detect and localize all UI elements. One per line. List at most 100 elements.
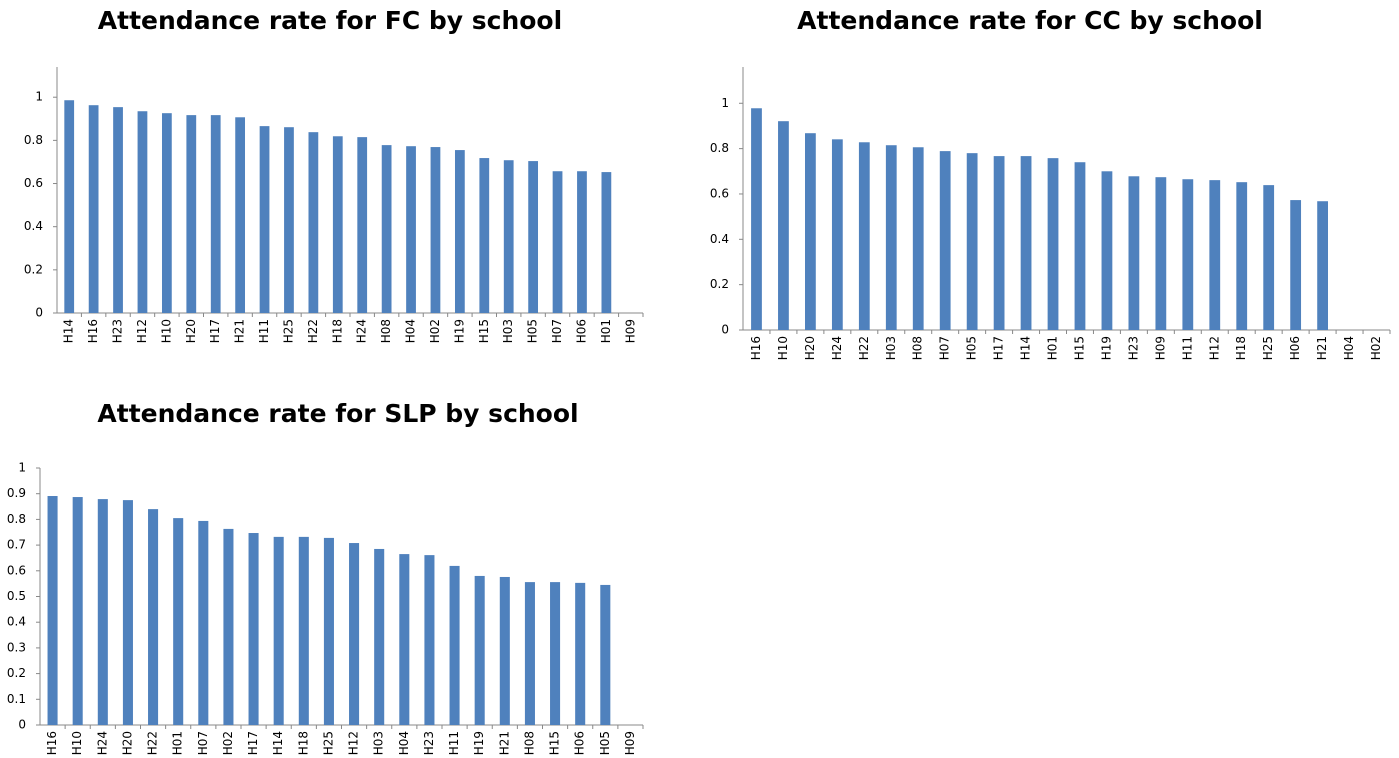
y-tick-label: 0.8 [710,141,729,155]
x-tick-label: H17 [208,319,222,343]
y-tick-label: 0.6 [7,563,26,577]
x-tick-label: H04 [1342,336,1356,360]
x-tick-label: H09 [1153,336,1167,360]
y-tick-label: 0.8 [24,133,43,147]
y-tick-label: 1 [35,90,43,104]
bar [939,151,951,330]
x-tick-label: H02 [221,731,235,755]
x-tick-label: H17 [992,336,1006,360]
x-tick-label: H09 [623,319,637,343]
bar [210,115,221,313]
y-tick-label: 0.6 [24,176,43,190]
x-tick-label: H03 [884,336,898,360]
x-tick-label: H22 [857,336,871,360]
x-tick-label: H24 [830,336,844,360]
x-tick-label: H08 [379,319,393,343]
bar [601,172,612,313]
bar [137,111,148,313]
x-tick-label: H11 [257,319,271,343]
x-tick-label: H24 [95,731,109,755]
bar [72,497,83,725]
y-tick-label: 0.7 [7,538,26,552]
bar [406,146,416,313]
bar [1317,201,1328,330]
x-tick-label: H12 [347,731,361,755]
bar [499,576,510,725]
y-tick-label: 0 [721,323,729,337]
x-tick-label: H23 [111,319,125,343]
x-tick-label: H18 [296,731,310,755]
x-tick-label: H22 [306,319,320,343]
bar [858,142,870,330]
bar [122,500,133,725]
x-tick-label: H14 [1019,336,1033,360]
bar [993,156,1005,330]
x-tick-label: H19 [472,731,486,755]
chart-title: Attendance rate for FC by school [98,6,562,35]
x-tick-label: H18 [330,319,344,343]
x-tick-label: H04 [404,319,418,343]
bar [332,136,343,313]
bar [449,565,460,725]
bar [248,533,259,725]
bar [381,145,392,313]
x-tick-label: H20 [803,336,817,360]
bar [173,518,184,725]
x-tick-label: H20 [184,319,198,343]
bar [1236,182,1248,330]
bar [751,108,762,330]
x-tick-label: H04 [397,731,411,755]
bar [1209,180,1221,330]
bar [1020,156,1032,330]
x-tick-label: H08 [911,336,925,360]
bar [161,113,172,313]
bar [550,582,561,725]
bar [1290,200,1302,330]
x-tick-label: H19 [452,319,466,343]
x-tick-label: H25 [1261,336,1275,360]
x-tick-label: H25 [281,319,295,343]
bar [308,132,319,313]
bar [778,121,789,330]
x-tick-label: H21 [1315,336,1329,360]
x-tick-label: H05 [526,319,540,343]
x-tick-label: H16 [45,731,59,755]
bar [349,543,360,725]
x-tick-label: H02 [428,319,442,343]
x-tick-label: H20 [120,731,134,755]
bar [88,105,99,314]
bar [912,147,924,330]
bar [399,554,410,725]
y-tick-label: 0 [35,306,43,320]
bar [223,528,234,725]
bar [97,499,108,725]
bar [524,582,535,725]
y-tick-label: 0 [18,718,26,732]
x-tick-label: H17 [246,731,260,755]
bar [577,171,587,313]
y-tick-label: 0.5 [7,589,26,603]
x-tick-label: H06 [1288,336,1302,360]
bar [966,153,978,330]
chart-title: Attendance rate for CC by school [797,6,1263,35]
x-tick-label: H19 [1099,336,1113,360]
bar [552,171,563,313]
x-tick-label: H07 [196,731,210,755]
y-tick-label: 0.2 [710,277,729,291]
bar [298,536,309,725]
bar [323,537,334,725]
bar [47,496,58,725]
x-tick-label: H14 [271,731,285,755]
y-tick-label: 1 [18,461,26,475]
y-tick-label: 0.6 [710,186,729,200]
x-tick-label: H01 [1046,336,1060,360]
bar [454,150,465,313]
bar [1047,158,1059,330]
bar [1182,179,1194,330]
x-tick-label: H09 [623,731,637,755]
bar [474,575,485,725]
chart-title: Attendance rate for SLP by school [97,399,578,428]
x-tick-label: H16 [749,336,763,360]
bar [600,584,611,725]
bar [1128,176,1140,330]
